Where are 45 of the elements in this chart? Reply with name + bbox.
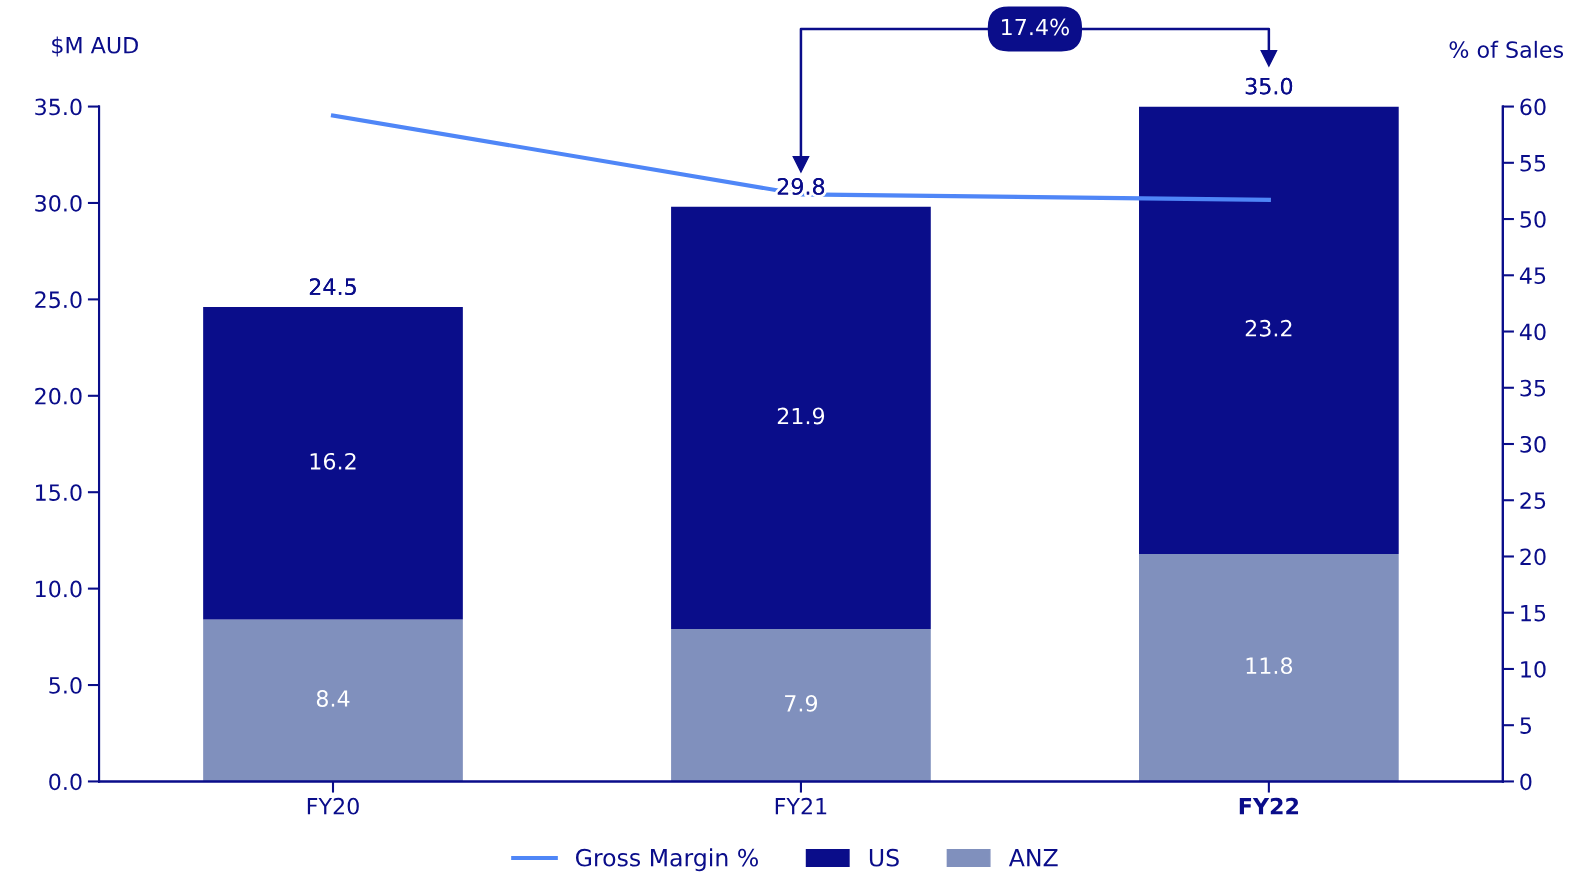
- y2-tick-label: 45: [1519, 267, 1546, 285]
- y-tick-label: 0.0: [49, 773, 82, 791]
- y-tick-label: 30.0: [35, 194, 82, 212]
- total-label: 35.0: [1245, 77, 1293, 95]
- data-label: 8.4: [316, 690, 350, 707]
- y2-tick-label: 10: [1521, 660, 1546, 678]
- y-tick-label: 10.0: [36, 580, 82, 598]
- bar: [1139, 106, 1399, 554]
- data-label: 16.2: [310, 452, 356, 470]
- y2-tick-label: 50: [1520, 210, 1546, 228]
- total-label: 24.5: [309, 278, 356, 296]
- y2-tick-label: 35: [1520, 379, 1546, 397]
- y2-tick-label: 55: [1520, 155, 1546, 172]
- y-tick-label: 25.0: [35, 291, 82, 309]
- x-tick-label: FY20: [307, 797, 359, 815]
- bar: [1139, 553, 1399, 782]
- legend-label: Gross Margin %: [575, 848, 758, 872]
- y2-tick-label: 60: [1520, 98, 1546, 116]
- y2-tick-label: 0: [1520, 773, 1532, 791]
- total-label: 29.8: [777, 178, 825, 195]
- y2-tick-label: 25: [1520, 492, 1546, 509]
- y-axis-title: $M AUD: [52, 36, 138, 57]
- x-tick-label: FY22: [1239, 797, 1299, 815]
- y2-tick-label: 30: [1520, 435, 1546, 453]
- bar: [671, 629, 931, 782]
- x-tick-label: FY21: [775, 797, 827, 815]
- y-tick-label: 35.0: [35, 98, 82, 116]
- data-label: 23.2: [1245, 319, 1292, 337]
- legend-label: US: [869, 848, 899, 867]
- data-label: 21.9: [777, 407, 825, 425]
- data-label: 11.8: [1246, 657, 1293, 675]
- y-tick-label: 20.0: [35, 387, 82, 405]
- bar: [203, 307, 463, 620]
- y2-tick-label: 5: [1520, 717, 1531, 734]
- bar: [671, 206, 931, 630]
- y2-tick-label: 15: [1521, 604, 1546, 622]
- y-tick-label: 15.0: [36, 484, 82, 501]
- y2-axis-title: % of Sales: [1449, 40, 1564, 59]
- y2-tick-label: 40: [1519, 323, 1546, 341]
- y2-tick-label: 20: [1520, 548, 1546, 566]
- text: 17.4%: [1002, 18, 1069, 36]
- data-label: 7.9: [785, 694, 818, 712]
- y-tick-label: 5.0: [49, 676, 82, 694]
- bar: [203, 619, 463, 782]
- legend-label: ANZ: [1008, 849, 1058, 867]
